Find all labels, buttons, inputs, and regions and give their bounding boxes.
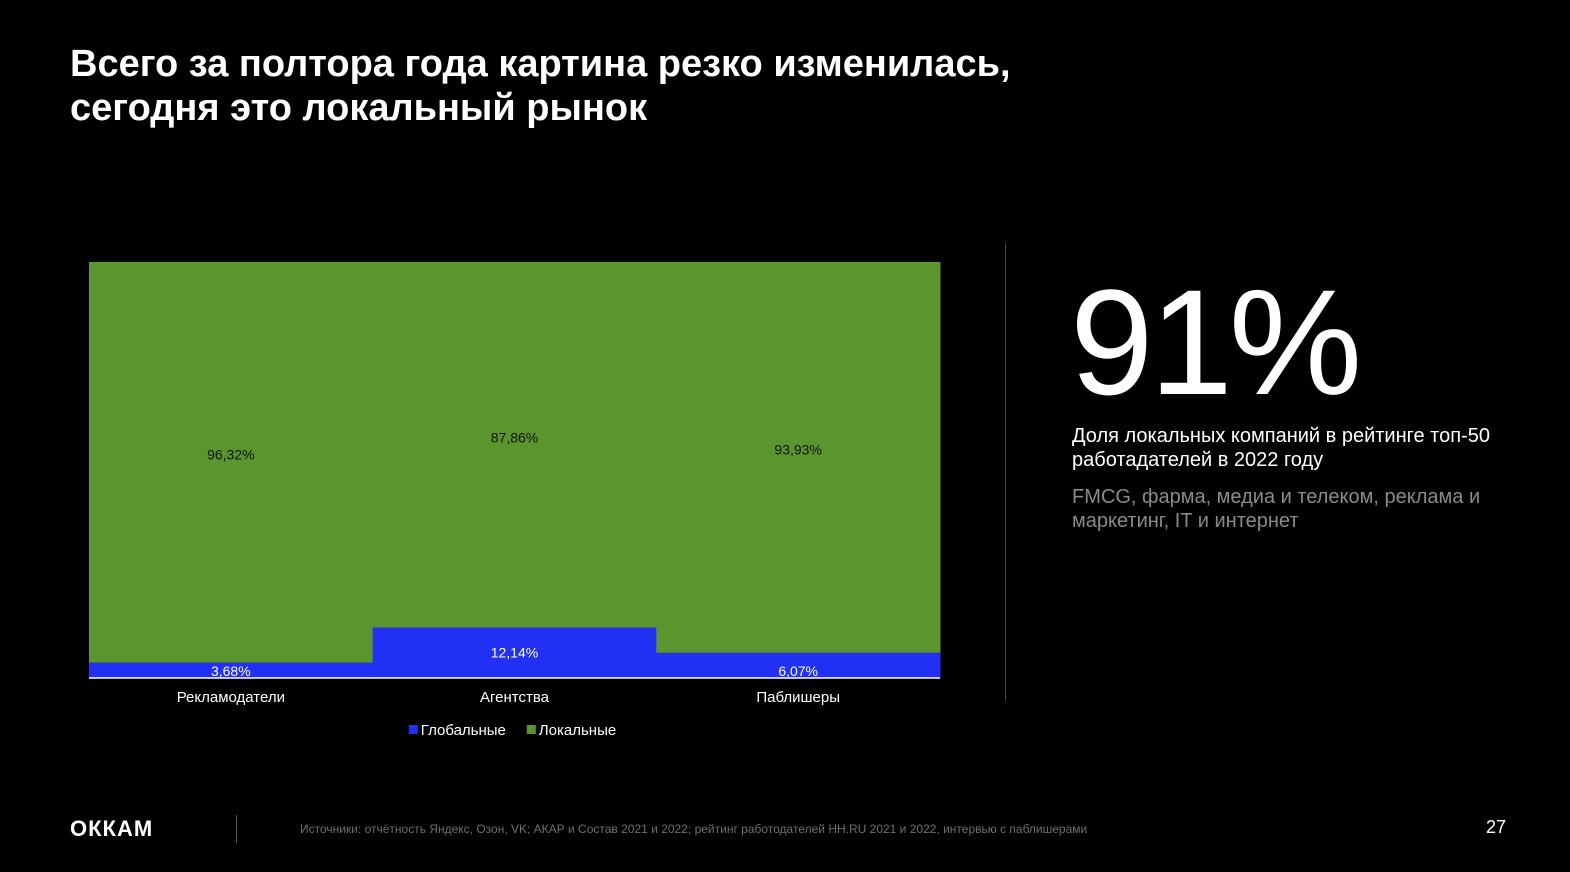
slide-title-line-1: Всего за полтора года картина резко изме… xyxy=(70,43,1011,85)
category-label-1: Рекламодатели xyxy=(177,689,285,706)
bar-global-1 xyxy=(89,662,374,678)
logo: ОККАМ xyxy=(70,816,154,841)
kpi-label: Доля локальных компаний в рейтинге топ-5… xyxy=(1072,425,1490,471)
bar-local-2 xyxy=(372,262,657,628)
data-label-global-1: 3,68% xyxy=(211,663,251,679)
bar-local-1 xyxy=(89,262,374,663)
data-label-local-3: 93,93% xyxy=(774,442,821,458)
data-label-local-2: 87,86% xyxy=(491,429,538,445)
data-label-global-3: 6,07% xyxy=(778,663,818,679)
bar-global-2 xyxy=(372,627,657,678)
legend-label-1: Глобальные xyxy=(421,722,506,739)
stacked-bar-chart: 3,68% 96,32% Рекламодатели 12,14% 87,86% Аген… xyxy=(89,262,941,739)
kpi-note: FMCG, фарма, медиа и телеком, реклама и … xyxy=(1072,486,1481,532)
slide-title-line-2: сегодня это локальный рынок xyxy=(70,87,648,129)
bar-local-3 xyxy=(656,262,941,653)
legend-label-2: Локальные xyxy=(539,722,616,739)
kpi-value: 91% xyxy=(1070,258,1362,426)
slide-title: Всего за полтора года картина резко изме… xyxy=(70,42,1170,130)
footer-divider xyxy=(236,815,237,843)
vertical-divider xyxy=(1005,243,1006,701)
category-label-2: Агентства xyxy=(480,689,550,706)
data-label-local-1: 96,32% xyxy=(207,446,254,462)
page-number: 27 xyxy=(1486,817,1507,837)
bar-global-3 xyxy=(656,652,941,678)
legend-swatch-1 xyxy=(408,725,418,734)
category-label-3: Паблишеры xyxy=(756,689,840,706)
data-label-global-2: 12,14% xyxy=(491,645,538,661)
legend-swatch-2 xyxy=(526,725,536,734)
sources-note: Источники: отчётность Яндекс, Озон, VK; … xyxy=(300,822,1088,836)
